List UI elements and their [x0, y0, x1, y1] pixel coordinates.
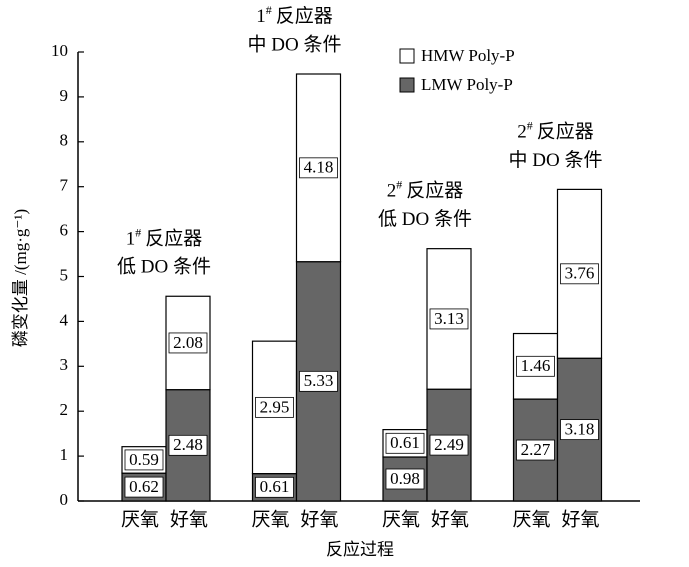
- value-label: 2.49: [434, 435, 464, 454]
- value-label-box: [299, 370, 338, 392]
- value-label: 3.76: [565, 264, 595, 283]
- value-label: 2.95: [260, 397, 290, 416]
- x-tick-label: 好氧: [431, 508, 469, 530]
- value-label-box: [168, 332, 208, 354]
- value-label-box: [429, 434, 469, 456]
- value-label: 4.18: [304, 158, 334, 177]
- group-sup: #: [135, 225, 141, 239]
- y-tick-label: 3: [60, 355, 69, 374]
- group-name: 反应器: [537, 121, 594, 143]
- y-tick-label: 9: [60, 86, 69, 105]
- group-condition: 低 DO 条件: [117, 256, 211, 278]
- group-name: 反应器: [276, 5, 333, 27]
- group-sup: #: [396, 177, 402, 191]
- value-label: 0.98: [390, 469, 420, 488]
- value-label-box: [560, 419, 599, 441]
- y-tick-label: 10: [51, 41, 68, 60]
- group-number: 1: [126, 229, 136, 250]
- value-label-box: [385, 432, 425, 454]
- group-annotation: 1# 反应器: [126, 225, 203, 250]
- value-label: 0.61: [260, 477, 290, 496]
- group-condition: 中 DO 条件: [509, 149, 603, 171]
- value-label-box: [168, 434, 208, 456]
- value-label: 2.48: [173, 435, 203, 454]
- y-tick-label: 5: [60, 265, 69, 284]
- x-tick-label: 厌氧: [512, 508, 550, 530]
- legend-swatch: [399, 77, 415, 93]
- group-number: 1: [256, 6, 266, 27]
- value-label: 3.13: [434, 309, 464, 328]
- value-label: 2.08: [173, 333, 203, 352]
- y-tick-label: 6: [60, 221, 69, 240]
- group-name: 反应器: [406, 180, 463, 202]
- x-tick-label: 好氧: [300, 508, 338, 530]
- x-tick-label: 厌氧: [251, 508, 289, 530]
- y-axis-label: 磷变化量 /(mg·g⁻¹): [11, 209, 30, 347]
- group-condition: 中 DO 条件: [248, 33, 342, 55]
- group-annotation: 2# 反应器: [387, 177, 464, 202]
- x-tick-label: 好氧: [170, 508, 208, 530]
- value-label: 0.62: [129, 477, 159, 496]
- value-label-box: [124, 476, 164, 498]
- x-axis-label: 反应过程: [326, 540, 394, 559]
- value-label-box: [429, 308, 469, 330]
- value-label: 5.33: [304, 371, 334, 390]
- value-label: 1.46: [521, 356, 551, 375]
- x-tick-label: 厌氧: [382, 508, 420, 530]
- y-tick-label: 0: [60, 490, 69, 509]
- value-label-box: [255, 476, 294, 498]
- y-tick-label: 7: [60, 176, 69, 195]
- legend-swatch: [399, 48, 415, 64]
- value-label: 0.59: [129, 450, 159, 469]
- y-tick-label: 8: [60, 131, 69, 150]
- group-sup: #: [266, 3, 272, 17]
- group-annotation: 2# 反应器: [517, 118, 594, 143]
- value-label-box: [516, 355, 555, 377]
- value-label-box: [385, 468, 425, 490]
- value-label-box: [560, 263, 599, 285]
- value-label-box: [124, 449, 164, 471]
- legend-label: LMW Poly-P: [421, 75, 513, 94]
- value-label-box: [299, 157, 338, 179]
- value-label: 0.61: [390, 433, 420, 452]
- y-tick-label: 1: [60, 445, 69, 464]
- y-tick-label: 2: [60, 400, 69, 419]
- group-name: 反应器: [145, 228, 202, 250]
- legend-label: HMW Poly-P: [421, 46, 515, 65]
- x-tick-label: 好氧: [561, 508, 599, 530]
- value-label: 2.27: [521, 440, 551, 459]
- group-number: 2: [387, 181, 397, 202]
- group-number: 2: [517, 122, 527, 143]
- value-label: 3.18: [565, 420, 595, 439]
- group-condition: 低 DO 条件: [378, 208, 472, 230]
- value-label-box: [516, 439, 555, 461]
- value-label-box: [255, 396, 294, 418]
- group-sup: #: [527, 118, 533, 132]
- y-tick-label: 4: [60, 310, 69, 329]
- x-tick-label: 厌氧: [121, 508, 159, 530]
- group-annotation: 1# 反应器: [256, 3, 333, 28]
